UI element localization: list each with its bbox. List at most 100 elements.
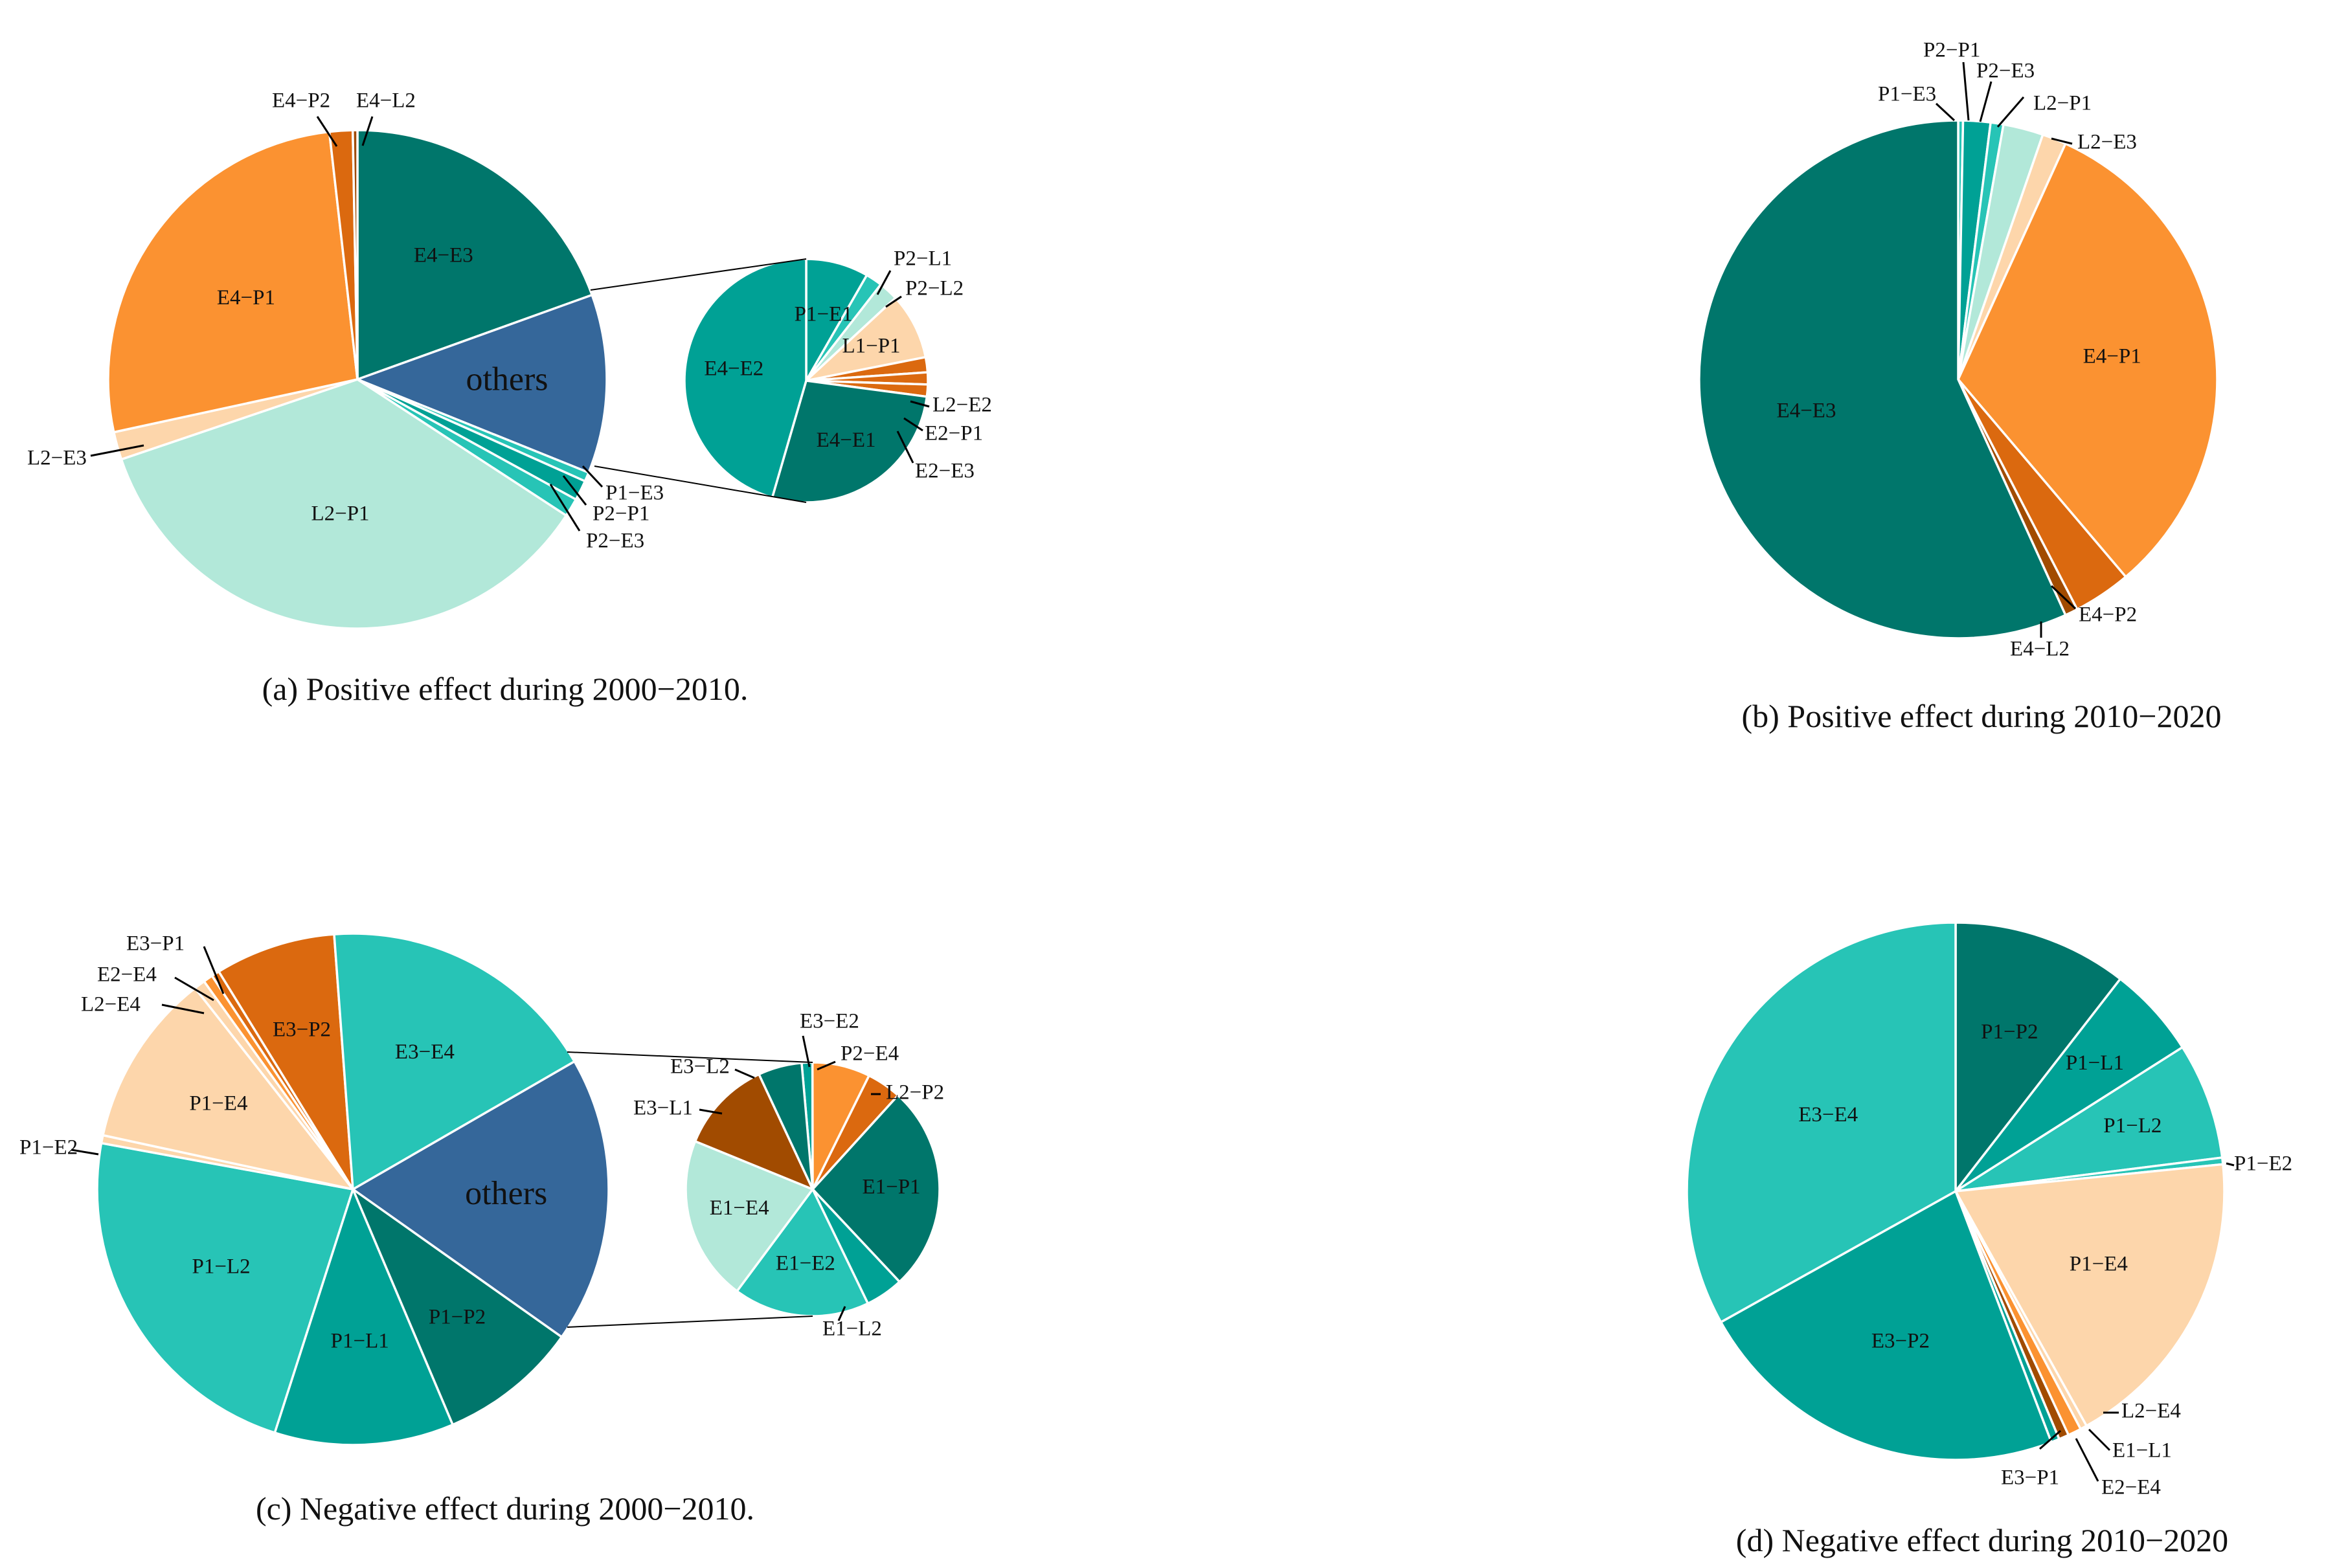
b-main-leader-p1-e3	[1935, 102, 1956, 122]
b-main-label-e4-p1: E4−P1	[2083, 344, 2141, 368]
c-main-slice-p1-l1	[273, 1185, 455, 1446]
a-others-leader-l2-e2	[910, 400, 930, 408]
a-main-leader-p2-p1	[562, 475, 587, 506]
c-main-leader-l2-e4	[161, 1003, 205, 1014]
c-others-label-l2-p2: L2−P2	[886, 1081, 944, 1104]
d-main-label-e3-p1: E3−P1	[2001, 1466, 2059, 1490]
c-others-label-e3-l1: E3−L1	[633, 1097, 693, 1120]
d-main-label-p1-p2: P1−P2	[1981, 1020, 2038, 1044]
a-main-slice-e4-e3	[356, 129, 594, 381]
c-others-leader-e1-l2	[837, 1306, 846, 1321]
c-others-label-e1-e4: E1−E4	[710, 1196, 769, 1220]
c-others-label-e1-e2: E1−E2	[776, 1252, 835, 1275]
a-others-leader-e2-p1	[903, 417, 923, 432]
c-zoom-connector-bottom	[567, 1316, 813, 1328]
c-others-label-p2-e4: P2−E4	[841, 1042, 899, 1066]
c-main-label-e3-e4: E3−E4	[395, 1040, 455, 1064]
d-main-leader-e3-p1	[2039, 1429, 2061, 1450]
c-others-label-e3-e2: E3−E2	[800, 1010, 859, 1033]
c-zoom-connector-top	[567, 1051, 813, 1063]
a-others-leader-e2-e3	[896, 431, 914, 464]
a-main-leader-p1-e3	[581, 465, 604, 488]
a-main-slice-others	[354, 293, 608, 475]
a-main-slice-e4-p1	[107, 130, 359, 434]
b-main-label-p1-e3: P1−E3	[1878, 83, 1936, 106]
a-others-label-l2-e2: L2−E2	[932, 394, 992, 417]
a-main-label-l2-p1: L2−P1	[311, 502, 369, 526]
a-others-label-e4-e2: E4−E2	[704, 357, 763, 381]
a-main-label-e4-p2: E4−P2	[272, 89, 330, 113]
a-others-slice-e4-e1	[771, 379, 929, 504]
c-main-slice-others	[350, 1060, 610, 1339]
d-main-label-p1-e2: P1−E2	[2234, 1152, 2292, 1176]
a-main-slice-l2-p1	[120, 378, 568, 630]
a-main-label-p1-e3: P1−E3	[605, 482, 664, 505]
d-main-label-e3-e4: E3−E4	[1798, 1103, 1858, 1126]
b-main-leader-e4-p2	[2050, 585, 2077, 610]
c-main-label-e3-p2: E3−P2	[273, 1018, 331, 1041]
c-main-label-p1-l2: P1−L2	[192, 1255, 251, 1278]
b-main-label-e4-e3: E4−E3	[1777, 399, 1836, 422]
d-main-label-e2-e4: E2−E4	[2101, 1476, 2161, 1499]
a-others-slice-p1-e1	[805, 258, 869, 385]
c-others-slice-e1-p1	[811, 1093, 941, 1284]
a-others-leader-p2-l1	[876, 270, 892, 295]
a-main-label-p2-e3: P2−E3	[586, 530, 644, 553]
d-main-label-p1-l2: P1−L2	[2103, 1114, 2162, 1137]
a-main-label-e4-l2: E4−L2	[356, 89, 416, 113]
a-main-label-others: others	[466, 361, 548, 398]
c-main-slice-p1-e4	[101, 986, 356, 1191]
a-others-label-l1-p1: L1−P1	[842, 334, 900, 357]
c-main-label-p1-e2: P1−E2	[19, 1136, 78, 1159]
a-main-leader-p2-e3	[549, 484, 581, 532]
caption-b: (b) Positive effect during 2010−2020	[1741, 698, 2221, 734]
b-main-slice-e4-e3	[1698, 119, 2068, 640]
a-main-label-p2-p1: P2−P1	[593, 502, 649, 526]
d-main-label-e1-l1: E1−L1	[2112, 1439, 2172, 1462]
c-main-label-e2-e4: E2−E4	[97, 963, 157, 987]
c-others-leader-e3-l2	[734, 1068, 755, 1079]
d-main-slice-e3-p2	[1719, 1189, 2053, 1461]
b-main-leader-p2-p1	[1962, 62, 1970, 121]
caption-c: (c) Negative effect during 2000−2010.	[256, 1490, 754, 1527]
d-main-leader-e2-e4	[2075, 1438, 2099, 1482]
a-others-slice-e4-e2	[683, 258, 807, 499]
b-main-slice-e4-p1	[1956, 142, 2218, 579]
d-main-slice-p1-p2	[1954, 921, 2122, 1195]
d-main-leader-e1-l1	[2088, 1428, 2111, 1451]
a-main-leader-e4-l2	[361, 116, 374, 146]
d-main-label-e3-p2: E3−P2	[1871, 1330, 1930, 1353]
b-main-label-p2-e3: P2−E3	[1976, 60, 2035, 83]
a-zoom-connector-bottom	[594, 465, 807, 503]
b-main-label-l2-e3: L2−E3	[2077, 131, 2137, 154]
a-others-label-e2-e3: E2−E3	[915, 460, 975, 483]
d-main-label-p1-e4: P1−E4	[2070, 1253, 2128, 1276]
c-others-slice-e1-e2	[735, 1187, 870, 1317]
d-main-leader-p1-e2	[2226, 1162, 2235, 1167]
d-main-slice-p1-e4	[1954, 1163, 2226, 1428]
b-main-label-l2-p1: L2−P1	[2033, 92, 2092, 115]
c-others-label-e1-l2: E1−L2	[822, 1317, 882, 1341]
a-main-label-e4-p1: E4−P1	[217, 286, 275, 309]
panel-c-negative-2000-2010: others P1−P2 P1−L1 P1−L2 P1−E2 P1−E4 L2−E4 E2−E…	[19, 932, 944, 1446]
d-main-label-l2-e4: L2−E4	[2121, 1400, 2181, 1423]
a-others-label-p1-e1: P1−E1	[795, 303, 853, 326]
d-main-slice-p1-l2	[1955, 1046, 2224, 1193]
c-main-slice-p1-p2	[350, 1186, 563, 1426]
a-main-leader-l2-e3	[90, 444, 144, 457]
a-others-leader-p2-l2	[885, 295, 902, 308]
c-main-leader-p1-e2	[71, 1148, 99, 1156]
c-main-label-p1-l1: P1−L1	[331, 1329, 389, 1352]
a-others-label-e2-p1: E2−P1	[925, 422, 983, 445]
c-main-label-p1-e4: P1−E4	[189, 1092, 247, 1115]
a-main-slice-e4-l2	[351, 129, 359, 380]
a-others-label-p2-l2: P2−L2	[905, 277, 964, 300]
c-main-leader-e3-p1	[203, 946, 225, 994]
c-main-label-others: others	[465, 1175, 547, 1212]
b-main-label-e4-l2: E4−L2	[2010, 638, 2070, 661]
c-main-slice-e3-p2	[217, 933, 354, 1190]
a-main-leader-e4-p2	[316, 116, 338, 147]
